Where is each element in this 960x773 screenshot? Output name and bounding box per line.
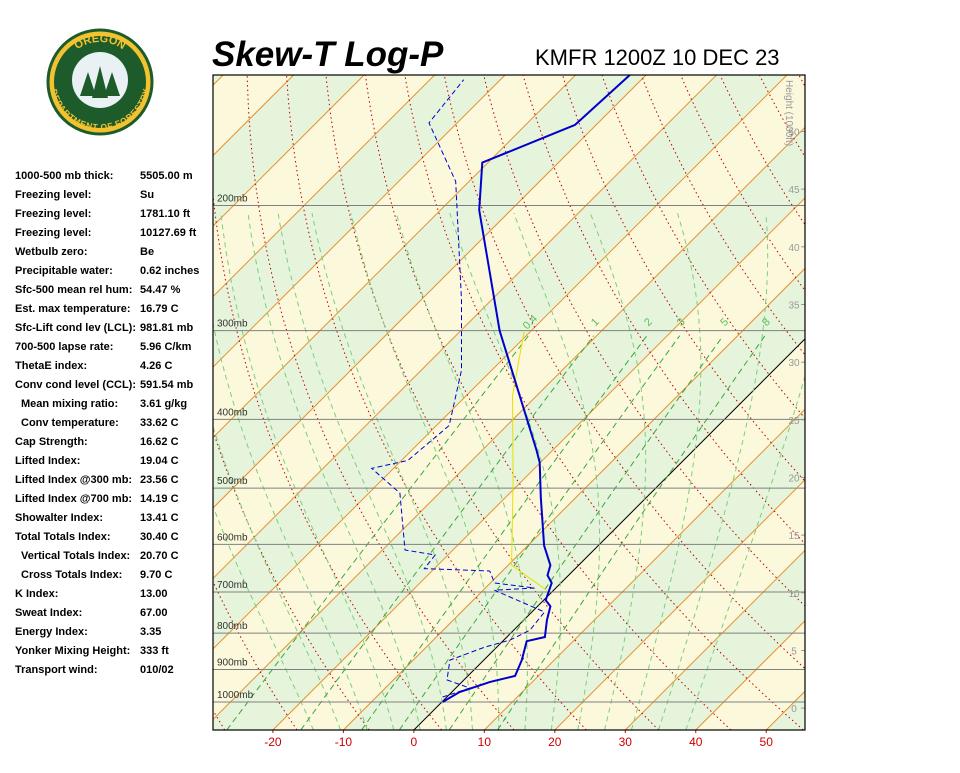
index-label: ThetaE index:: [15, 360, 87, 372]
x-tick-label: -20: [264, 735, 282, 749]
index-value: 3.61 g/kg: [140, 398, 187, 410]
index-value: 333 ft: [140, 645, 169, 657]
isotherm: [837, 75, 960, 730]
index-value: 16.79 C: [140, 303, 179, 315]
index-label: Cross Totals Index:: [21, 569, 122, 581]
index-label: 1000-500 mb thick:: [15, 170, 113, 182]
y-tick-label: 300mb: [217, 319, 248, 330]
index-value: Be: [140, 246, 154, 258]
y-tick-label: 200mb: [217, 194, 248, 205]
index-label: Transport wind:: [15, 664, 98, 676]
index-value: 23.56 C: [140, 474, 179, 486]
index-label: K Index:: [15, 588, 58, 600]
indices-panel: 1000-500 mb thick: 5505.00 m Freezing leve…: [15, 170, 199, 676]
index-label: Cap Strength:: [15, 436, 88, 448]
x-tick-label: 20: [548, 735, 562, 749]
index-label: Freezing level:: [15, 208, 91, 220]
index-label: Yonker Mixing Height:: [15, 645, 130, 657]
y2-tick-label: 20: [788, 473, 800, 484]
index-label: Lifted Index @700 mb:: [15, 493, 132, 505]
y-tick-label: 800mb: [217, 621, 248, 632]
dry-adiabat: [917, 75, 960, 730]
index-value: 10127.69 ft: [140, 227, 197, 239]
index-value: Su: [140, 189, 154, 201]
index-value: 1781.10 ft: [140, 208, 190, 220]
x-tick-label: 40: [689, 735, 703, 749]
y2-tick-label: 25: [788, 416, 800, 427]
index-value: 5505.00 m: [140, 170, 193, 182]
index-value: 4.26 C: [140, 360, 172, 372]
x-tick-label: 30: [619, 735, 633, 749]
index-value: 19.04 C: [140, 455, 179, 467]
index-label: Mean mixing ratio:: [21, 398, 118, 410]
chart-subtitle: KMFR 1200Z 10 DEC 23: [535, 45, 780, 70]
index-value: 010/02: [140, 664, 174, 676]
index-value: 20.70 C: [140, 550, 179, 562]
index-label: Conv cond level (CCL):: [15, 379, 136, 391]
index-value: 591.54 mb: [140, 379, 193, 391]
index-value: 981.81 mb: [140, 322, 193, 334]
index-value: 14.19 C: [140, 493, 179, 505]
index-value: 13.41 C: [140, 512, 179, 524]
y2-tick-label: 40: [788, 243, 800, 254]
x-tick-label: 50: [760, 735, 774, 749]
y2-tick-label: 30: [788, 358, 800, 369]
index-value: 33.62 C: [140, 417, 179, 429]
x-tick-label: 10: [478, 735, 492, 749]
index-value: 30.40 C: [140, 531, 179, 543]
index-label: Lifted Index:: [15, 455, 80, 467]
index-value: 3.35: [140, 626, 161, 638]
y-tick-label: 500mb: [217, 476, 248, 487]
y-tick-label: 700mb: [217, 580, 248, 591]
index-value: 0.62 inches: [140, 265, 199, 277]
index-label: 700-500 lapse rate:: [15, 341, 113, 353]
index-label: Sweat Index:: [15, 607, 82, 619]
index-label: Est. max temperature:: [15, 303, 131, 315]
y2-tick-label: 35: [788, 300, 800, 311]
dry-adiabat: [799, 75, 960, 730]
y2-tick-label: 0: [791, 704, 797, 715]
index-value: 16.62 C: [140, 436, 179, 448]
dry-adiabat: [838, 75, 960, 730]
index-label: Vertical Totals Index:: [21, 550, 130, 562]
chart-title: Skew-T Log-P: [212, 35, 444, 74]
index-label: Conv temperature:: [21, 417, 119, 429]
y-tick-label: 600mb: [217, 532, 248, 543]
index-label: Freezing level:: [15, 189, 91, 201]
y-tick-label: 900mb: [217, 658, 248, 669]
index-label: Energy Index:: [15, 626, 88, 638]
index-value: 5.96 C/km: [140, 341, 192, 353]
index-label: Sfc-500 mean rel hum:: [15, 284, 132, 296]
y-tick-label: 400mb: [217, 407, 248, 418]
y2-tick-label: 10: [788, 589, 800, 600]
y2-axis-label: Height (1000ft): [783, 80, 794, 146]
y2-tick-label: 5: [791, 646, 797, 657]
index-label: Total Totals Index:: [15, 531, 111, 543]
index-label: Wetbulb zero:: [15, 246, 88, 258]
index-label: Freezing level:: [15, 227, 91, 239]
dry-adiabat: [878, 75, 960, 730]
index-value: 67.00: [140, 607, 168, 619]
index-label: Precipitable water:: [15, 265, 113, 277]
index-label: Sfc-Lift cond lev (LCL):: [15, 322, 136, 334]
dry-adiabat: [957, 75, 960, 730]
y-tick-label: 1000mb: [217, 690, 254, 701]
temperature-band: [837, 75, 960, 730]
x-tick-label: -10: [335, 735, 353, 749]
index-label: Showalter Index:: [15, 512, 103, 524]
y2-tick-label: 15: [788, 531, 800, 542]
index-label: Lifted Index @300 mb:: [15, 474, 132, 486]
x-tick-label: 0: [411, 735, 418, 749]
index-value: 13.00: [140, 588, 168, 600]
logo: OREGON DEPARTMENT OF FORESTRY: [48, 30, 152, 134]
index-value: 54.47 %: [140, 284, 181, 296]
y2-tick-label: 45: [788, 185, 800, 196]
index-value: 9.70 C: [140, 569, 172, 581]
